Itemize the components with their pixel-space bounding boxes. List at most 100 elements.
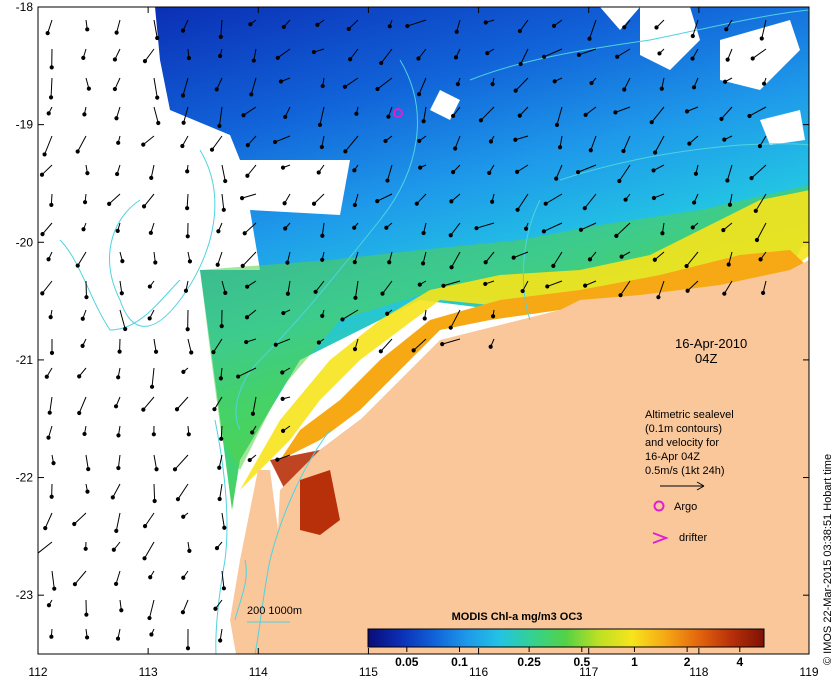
velocity-vector [237,367,257,378]
velocity-vector [480,106,495,121]
velocity-vector-head [250,411,256,416]
velocity-vector-head [86,466,91,472]
velocity-vector-head [747,113,752,119]
velocity-vector-head [753,208,758,213]
velocity-vector-head [414,201,419,206]
velocity-vector-head [239,196,245,201]
velocity-vector [77,135,87,152]
velocity-vector [552,251,563,267]
velocity-vector-head [578,227,584,232]
velocity-vector [543,48,563,58]
velocity-vector-head [80,316,85,321]
velocity-vector-head [352,168,357,173]
colorbar-tick-label: 4 [736,655,743,669]
velocity-vector [377,193,393,202]
velocity-vector-head [44,374,49,379]
sealevel-contours [59,9,809,654]
legend-line-4: 16-Apr 04Z [645,451,700,463]
velocity-vector-head [86,86,91,91]
velocity-vector-head [149,632,154,637]
velocity-vector [556,106,563,126]
velocity-vector [618,164,631,182]
velocity-vector [117,454,121,469]
velocity-vector [380,48,393,64]
velocity-vector-head [185,169,190,174]
velocity-vector [755,193,767,212]
velocity-vector-head [75,263,80,268]
velocity-vector-head [386,114,391,119]
velocity-vector-head [82,431,87,437]
velocity-vector [517,193,529,211]
velocity-vector-head [245,284,250,289]
velocity-vector-head [218,638,223,643]
colorbar-tick-label: 2 [684,655,691,669]
velocity-vector [144,541,155,559]
velocity-vector-head [185,234,190,239]
velocity-vector-head [514,169,520,174]
velocity-vector-head [450,169,456,175]
velocity-vector [183,106,189,123]
velocity-vector-head [112,86,118,92]
velocity-vector-head [387,260,392,265]
velocity-vector [313,193,325,205]
velocity-vector-head [622,87,627,92]
velocity-vector-head [348,57,353,62]
velocity-vector [153,106,159,124]
velocity-vector-head [119,608,124,613]
velocity-vector [623,135,631,152]
velocity-vector [354,280,359,298]
velocity-vector-head [219,436,224,441]
velocity-vector-head [156,120,161,126]
velocity-vector [751,164,767,179]
velocity-vector [85,454,89,470]
velocity-vector [247,164,257,177]
velocity-vector [150,164,155,178]
velocity-vector-head [282,201,287,206]
velocity-vector-head [541,54,547,59]
velocity-vector-head [217,123,222,128]
velocity-vector-head [39,172,45,177]
velocity-vector-head [241,113,246,118]
velocity-vector-head [275,457,280,462]
velocity-vector [519,19,529,32]
velocity-vector-head [722,291,727,296]
velocity-vector [589,19,597,39]
velocity-vector-head [175,497,181,502]
velocity-vector [186,193,189,209]
velocity-vectors [38,19,767,651]
velocity-vector-head [115,636,121,641]
velocity-vector-head [152,498,157,504]
velocity-vector-head [283,226,288,231]
velocity-vector-head [622,25,627,30]
velocity-vector-head [722,137,727,142]
velocity-vector-head [43,525,48,531]
velocity-vector-head [211,350,216,355]
velocity-vector [218,454,223,468]
velocity-vector-head [251,58,256,63]
velocity-vector-head [659,86,664,91]
velocity-vector-head [319,144,324,150]
velocity-vector [217,251,223,265]
velocity-vector [187,338,192,353]
colorbar-tick-label: 1 [631,655,638,669]
velocity-vector-head [352,260,357,265]
velocity-vector-head [77,374,82,379]
velocity-vector-head [517,28,523,34]
velocity-vector-head [513,137,518,142]
velocity-vector-head [245,142,250,148]
velocity-vector [555,164,563,179]
velocity-vector-head [48,95,54,100]
velocity-vector-head [244,315,250,320]
velocity-vector-head [49,634,54,639]
velocity-vector-head [441,283,446,288]
velocity-vector-head [587,257,593,262]
velocity-vector-head [690,33,695,39]
velocity-vector-head [120,259,125,264]
velocity-vector-head [153,349,159,354]
x-tick-label: 112 [28,665,47,679]
velocity-vector [78,396,87,414]
velocity-vector [115,512,121,531]
velocity-vector-head [316,340,321,345]
velocity-vector-head [313,289,318,294]
velocity-vector-head [114,171,120,177]
